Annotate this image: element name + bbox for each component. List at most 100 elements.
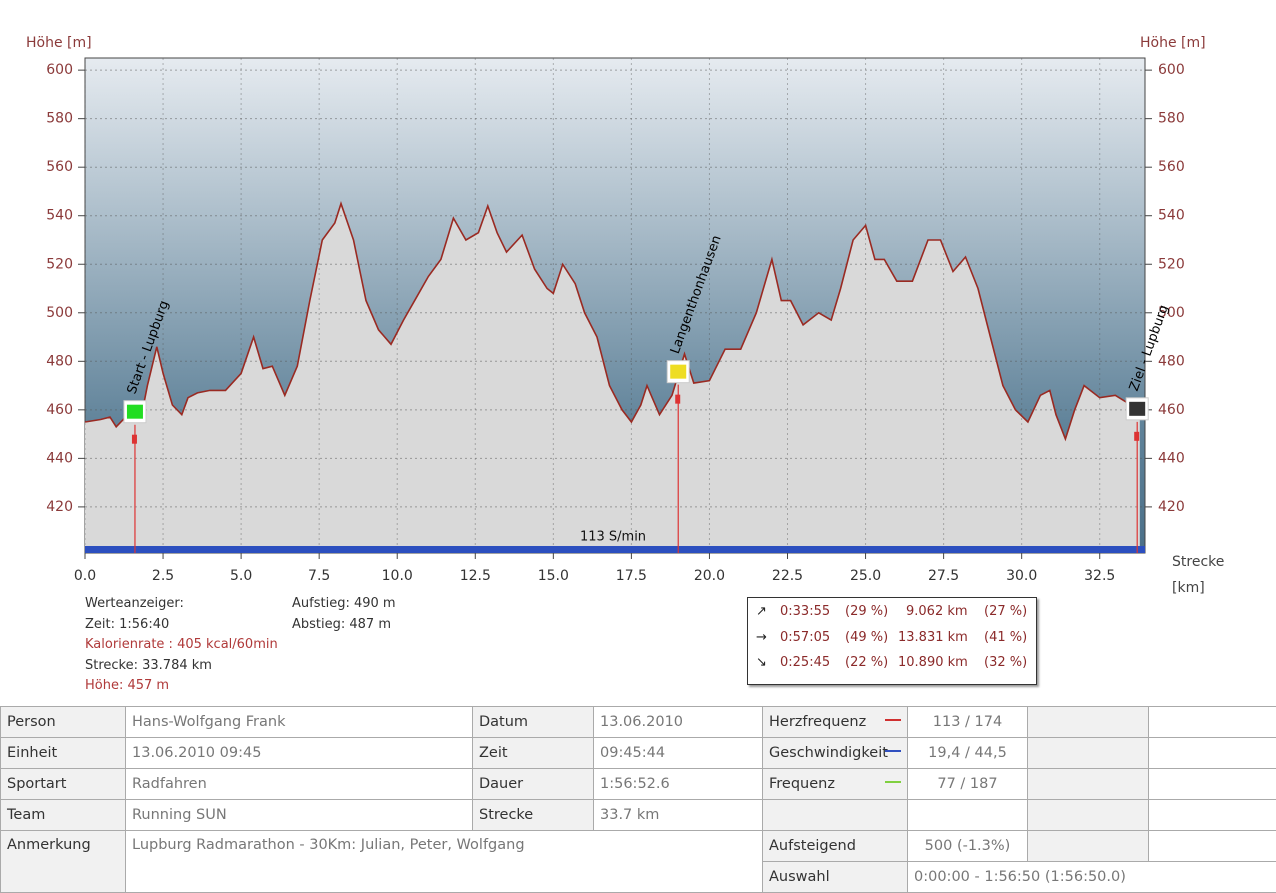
label: Team [1, 800, 126, 831]
y-tick-label: 460 [46, 402, 73, 418]
cadence-band [85, 546, 1145, 553]
values-panel: Werteanzeiger: Zeit: 1:56:40 Kalorienrat… [85, 594, 278, 697]
label: Dauer [473, 769, 594, 800]
x-tick-label: 10.0 [382, 568, 413, 584]
label: Auswahl [763, 862, 908, 893]
label-text: Geschwindigkeit [769, 745, 888, 761]
label: Strecke [473, 800, 594, 831]
value: Radfahren [126, 769, 473, 800]
x-tick-label: 27.5 [928, 568, 959, 584]
x-tick-label: 12.5 [460, 568, 491, 584]
summary-time: 0:57:05 [780, 630, 830, 645]
y2-tick-label: 420 [1158, 499, 1185, 515]
y-axis-label: Höhe [m] [26, 35, 92, 51]
x-tick-label: 30.0 [1006, 568, 1037, 584]
y-tick-label: 540 [46, 208, 73, 224]
y2-axis-label: Höhe [m] [1140, 35, 1206, 51]
y-tick-label: 560 [46, 159, 73, 175]
x-tick-label: 20.0 [694, 568, 725, 584]
panel-line: Höhe: 457 m [85, 676, 278, 697]
label-text: Frequenz [769, 776, 835, 792]
summary-pct: (27 %) [984, 604, 1027, 619]
band-label: 113 S/min [580, 530, 646, 545]
value: 19,4 / 44,5 [908, 738, 1028, 769]
x-tick-label: 15.0 [538, 568, 569, 584]
label: Einheit [1, 738, 126, 769]
panel-title: Werteanzeiger: [85, 594, 278, 615]
label: Sportart [1, 769, 126, 800]
summary-pct: (29 %) [845, 604, 888, 619]
summary-row: ↗0:33:55(29 %)9.062 km(27 %) [748, 600, 1036, 625]
climb-line: Abstieg: 487 m [292, 615, 396, 636]
value: 77 / 187 [908, 769, 1028, 800]
summary-pct: (41 %) [984, 630, 1027, 645]
panel-line: Strecke: 33.784 km [85, 656, 278, 677]
value: 1:56:52.6 [594, 769, 763, 800]
x-tick-label: 17.5 [616, 568, 647, 584]
marker-icon-fill [1129, 402, 1145, 416]
summary-box: ↗0:33:55(29 %)9.062 km(27 %) →0:57:05(49… [747, 597, 1037, 685]
y-tick-label: 580 [46, 111, 73, 127]
y2-tick-label: 460 [1158, 402, 1185, 418]
value: 113 / 174 [908, 707, 1028, 738]
panel-line: Kalorienrate : 405 kcal/60min [85, 635, 278, 656]
marker-tag [1134, 432, 1139, 441]
y-tick-label: 500 [46, 305, 73, 321]
marker-tag [132, 435, 137, 444]
y2-tick-label: 600 [1158, 62, 1185, 78]
label: Datum [473, 707, 594, 738]
marker-icon-fill [127, 405, 143, 419]
value: 33.7 km [594, 800, 763, 831]
x-tick-label: 5.0 [230, 568, 252, 584]
y2-tick-label: 480 [1158, 353, 1185, 369]
x-tick-label: 2.5 [152, 568, 174, 584]
y2-tick-label: 580 [1158, 111, 1185, 127]
value: 13.06.2010 [594, 707, 763, 738]
value: Running SUN [126, 800, 473, 831]
value: 13.06.2010 09:45 [126, 738, 473, 769]
summary-pct: (49 %) [845, 630, 888, 645]
y2-tick-label: 540 [1158, 208, 1185, 224]
value: 09:45:44 [594, 738, 763, 769]
summary-row: ↘0:25:45(22 %)10.890 km(32 %) [748, 651, 1036, 676]
y-tick-label: 480 [46, 353, 73, 369]
value: Lupburg Radmarathon - 30Km: Julian, Pete… [126, 831, 763, 893]
x-tick-label: 22.5 [772, 568, 803, 584]
x-tick-label: 32.5 [1084, 568, 1115, 584]
legend-line [885, 719, 901, 721]
summary-time: 0:25:45 [780, 655, 830, 670]
legend-line [885, 781, 901, 783]
y-tick-label: 440 [46, 450, 73, 466]
legend-line [885, 750, 901, 752]
value: 500 (-1.3%) [908, 831, 1028, 862]
y2-tick-label: 520 [1158, 256, 1185, 272]
y-tick-label: 520 [46, 256, 73, 272]
summary-pct: (32 %) [984, 655, 1027, 670]
value: 0:00:00 - 1:56:50 (1:56:50.0) [908, 862, 1276, 893]
x-tick-label: 7.5 [308, 568, 330, 584]
summary-row: →0:57:05(49 %)13.831 km(41 %) [748, 626, 1036, 651]
y2-tick-label: 440 [1158, 450, 1185, 466]
x-axis-unit: [km] [1172, 580, 1205, 596]
climb-line: Aufstieg: 490 m [292, 594, 396, 615]
summary-dist: 10.890 km [898, 655, 968, 670]
label: Herzfrequenz [763, 707, 908, 738]
label: Anmerkung [1, 831, 126, 893]
summary-dist: 13.831 km [898, 630, 968, 645]
summary-pct: (22 %) [845, 655, 888, 670]
x-tick-label: 0.0 [74, 568, 96, 584]
label: Frequenz [763, 769, 908, 800]
label-text: Herzfrequenz [769, 714, 866, 730]
label: Zeit [473, 738, 594, 769]
value: Hans-Wolfgang Frank [126, 707, 473, 738]
summary-time: 0:33:55 [780, 604, 830, 619]
y2-tick-label: 560 [1158, 159, 1185, 175]
marker-icon-fill [670, 365, 686, 379]
panel-line: Zeit: 1:56:40 [85, 615, 278, 636]
label: Geschwindigkeit [763, 738, 908, 769]
x-tick-label: 25.0 [850, 568, 881, 584]
label: Aufsteigend [763, 831, 908, 862]
climb-panel: Aufstieg: 490 m Abstieg: 487 m [292, 594, 396, 635]
